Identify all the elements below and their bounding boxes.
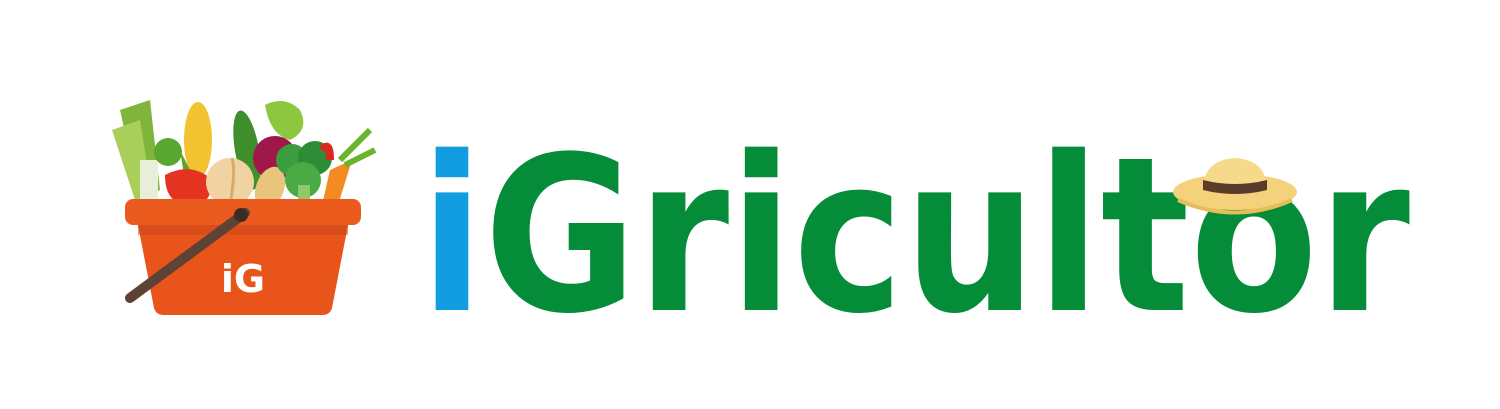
basket-label: iG — [221, 257, 265, 301]
straw-hat — [1173, 158, 1297, 215]
wordmark-rest: Gricultor — [484, 110, 1410, 361]
basket-icon: iG — [112, 100, 377, 315]
wordmark: iGricultor — [420, 110, 1410, 361]
wordmark-prefix: i — [420, 110, 484, 361]
